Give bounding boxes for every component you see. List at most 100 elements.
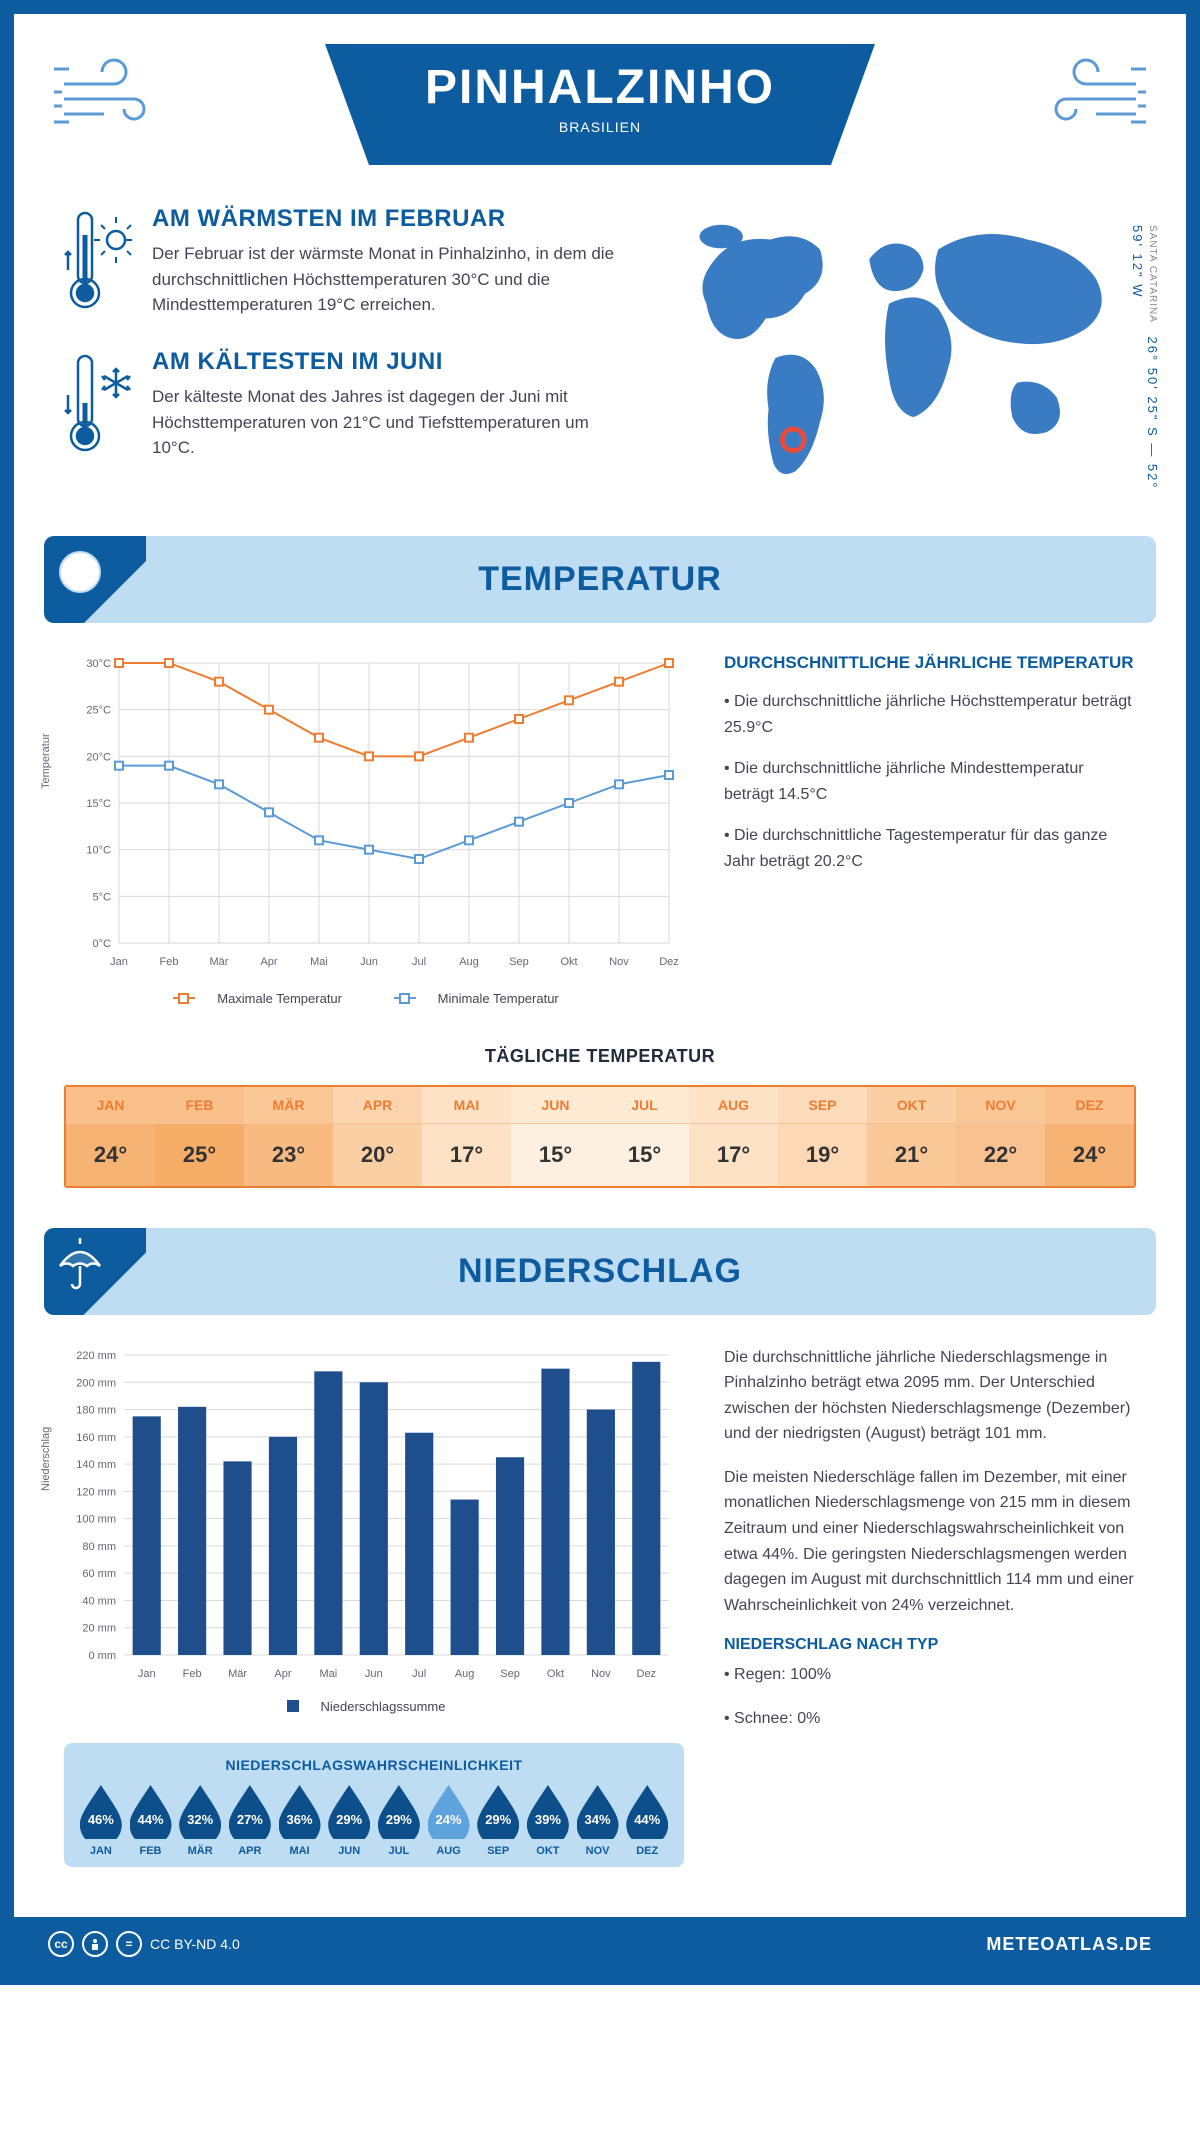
temperature-summary: DURCHSCHNITTLICHE JÄHRLICHE TEMPERATUR •… — [724, 653, 1136, 1006]
svg-text:Dez: Dez — [659, 956, 679, 968]
wind-icon-left — [54, 54, 174, 139]
by-icon — [82, 1931, 108, 1957]
precip-type-rain: • Regen: 100% — [724, 1662, 1136, 1688]
svg-text:Mär: Mär — [210, 956, 229, 968]
precipitation-row: Niederschlag 0 mm 20 mm 40 mm 60 mm 80 mm 100… — [14, 1315, 1186, 1888]
precip-legend: Niederschlagssumme — [64, 1699, 684, 1716]
probability-drop: 44%DEZ — [624, 1785, 670, 1857]
temperature-title: TEMPERATUR — [44, 560, 1156, 599]
legend-min: Minimale Temperatur — [438, 991, 559, 1006]
svg-text:100 mm: 100 mm — [76, 1513, 116, 1525]
svg-text:15°C: 15°C — [86, 798, 111, 810]
license-text: CC BY-ND 4.0 — [150, 1936, 240, 1952]
header: PINHALZINHO BRASILIEN — [14, 14, 1186, 165]
svg-text:0°C: 0°C — [93, 938, 112, 950]
daily-cell: OKT21° — [867, 1087, 956, 1186]
precipitation-title: NIEDERSCHLAG — [44, 1252, 1156, 1291]
probability-drop: 32%MÄR — [177, 1785, 223, 1857]
probability-drop: 34%NOV — [575, 1785, 621, 1857]
warmest-block: AM WÄRMSTEN IM FEBRUAR Der Februar ist d… — [64, 205, 632, 320]
svg-text:10°C: 10°C — [86, 845, 111, 857]
legend-max: Maximale Temperatur — [217, 991, 342, 1006]
svg-text:Feb: Feb — [160, 956, 179, 968]
cc-icon: cc — [48, 1931, 74, 1957]
warmest-title: AM WÄRMSTEN IM FEBRUAR — [152, 205, 632, 233]
daily-cell: JUL15° — [600, 1087, 689, 1186]
svg-text:Nov: Nov — [591, 1668, 611, 1680]
svg-text:Jan: Jan — [110, 956, 128, 968]
svg-text:Jul: Jul — [412, 1668, 426, 1680]
svg-text:Apr: Apr — [260, 956, 277, 968]
svg-text:Okt: Okt — [560, 956, 577, 968]
svg-text:30°C: 30°C — [86, 658, 111, 670]
daily-cell: JUN15° — [511, 1087, 600, 1186]
svg-text:Mär: Mär — [228, 1668, 247, 1680]
svg-text:140 mm: 140 mm — [76, 1459, 116, 1471]
probability-drop: 24%AUG — [426, 1785, 472, 1857]
daily-grid: JAN24°FEB25°MÄR23°APR20°MAI17°JUN15°JUL1… — [64, 1085, 1136, 1188]
daily-cell: APR20° — [333, 1087, 422, 1186]
precip-p1: Die durchschnittliche jährliche Niedersc… — [724, 1345, 1136, 1447]
probability-title: NIEDERSCHLAGSWAHRSCHEINLICHKEIT — [78, 1757, 670, 1773]
coldest-text: Der kälteste Monat des Jahres ist dagege… — [152, 384, 632, 461]
temp-legend: Maximale Temperatur Minimale Temperatur — [64, 987, 684, 1006]
precip-y-axis-label: Niederschlag — [40, 1426, 52, 1490]
probability-drop: 39%OKT — [525, 1785, 571, 1857]
temp-avg-line-2: • Die durchschnittliche Tagestemperatur … — [724, 823, 1136, 874]
temp-y-axis-label: Temperatur — [40, 733, 52, 789]
probability-drop: 27%APR — [227, 1785, 273, 1857]
svg-text:Aug: Aug — [459, 956, 479, 968]
probability-drop: 29%SEP — [475, 1785, 521, 1857]
daily-cell: SEP19° — [778, 1087, 867, 1186]
svg-text:20°C: 20°C — [86, 751, 111, 763]
temp-avg-line-0: • Die durchschnittliche jährliche Höchst… — [724, 689, 1136, 740]
coldest-title: AM KÄLTESTEN IM JUNI — [152, 348, 632, 376]
probability-drop: 29%JUN — [326, 1785, 372, 1857]
license: cc = CC BY-ND 4.0 — [48, 1931, 240, 1957]
svg-text:120 mm: 120 mm — [76, 1486, 116, 1498]
svg-text:0 mm: 0 mm — [89, 1650, 117, 1662]
svg-text:Sep: Sep — [500, 1668, 520, 1680]
precipitation-summary: Die durchschnittliche jährliche Niedersc… — [724, 1345, 1136, 1868]
temperature-section-header: TEMPERATUR — [44, 536, 1156, 623]
svg-text:Mai: Mai — [320, 1668, 338, 1680]
svg-text:Aug: Aug — [455, 1668, 475, 1680]
daily-cell: AUG17° — [689, 1087, 778, 1186]
wind-icon-right — [1026, 54, 1146, 139]
svg-text:5°C: 5°C — [93, 891, 112, 903]
nd-icon: = — [116, 1931, 142, 1957]
brand: METEOATLAS.DE — [986, 1934, 1152, 1955]
svg-text:Sep: Sep — [509, 956, 529, 968]
probability-drop: 36%MAI — [277, 1785, 323, 1857]
map-column: SANTA CATARINA 26° 50' 25" S — 52° 59' 1… — [662, 205, 1136, 506]
daily-cell: FEB25° — [155, 1087, 244, 1186]
daily-cell: MAI17° — [422, 1087, 511, 1186]
svg-text:Jan: Jan — [138, 1668, 156, 1680]
daily-title: TÄGLICHE TEMPERATUR — [64, 1046, 1136, 1067]
daily-cell: NOV22° — [956, 1087, 1045, 1186]
coordinates: SANTA CATARINA 26° 50' 25" S — 52° 59' 1… — [1130, 225, 1160, 506]
probability-drops: 46%JAN44%FEB32%MÄR27%APR36%MAI29%JUN29%J… — [78, 1785, 670, 1857]
temp-avg-line-1: • Die durchschnittliche jährliche Mindes… — [724, 756, 1136, 807]
world-map-icon — [662, 205, 1136, 501]
svg-text:80 mm: 80 mm — [82, 1540, 116, 1552]
daily-temperature: TÄGLICHE TEMPERATUR JAN24°FEB25°MÄR23°AP… — [14, 1036, 1186, 1228]
svg-text:Feb: Feb — [183, 1668, 202, 1680]
precip-p2: Die meisten Niederschläge fallen im Deze… — [724, 1465, 1136, 1619]
precipitation-chart: Niederschlag 0 mm20 mm40 mm60 mm80 mm100… — [64, 1345, 684, 1868]
svg-text:Jun: Jun — [365, 1668, 383, 1680]
svg-text:20 mm: 20 mm — [82, 1622, 116, 1634]
temperature-row: Temperatur 0°C 5°C 10°C 15°C 20°C 25°C 30°C Jan… — [14, 623, 1186, 1036]
precip-type-snow: • Schnee: 0% — [724, 1706, 1136, 1732]
daily-cell: JAN24° — [66, 1087, 155, 1186]
footer: cc = CC BY-ND 4.0 METEOATLAS.DE — [14, 1917, 1186, 1971]
title-banner: PINHALZINHO BRASILIEN — [325, 44, 875, 165]
svg-text:Dez: Dez — [637, 1668, 657, 1680]
svg-text:Nov: Nov — [609, 956, 629, 968]
svg-text:180 mm: 180 mm — [76, 1404, 116, 1416]
svg-text:40 mm: 40 mm — [82, 1595, 116, 1607]
svg-text:60 mm: 60 mm — [82, 1568, 116, 1580]
intro-text-column: AM WÄRMSTEN IM FEBRUAR Der Februar ist d… — [64, 205, 632, 506]
probability-drop: 44%FEB — [128, 1785, 174, 1857]
svg-text:25°C: 25°C — [86, 705, 111, 717]
